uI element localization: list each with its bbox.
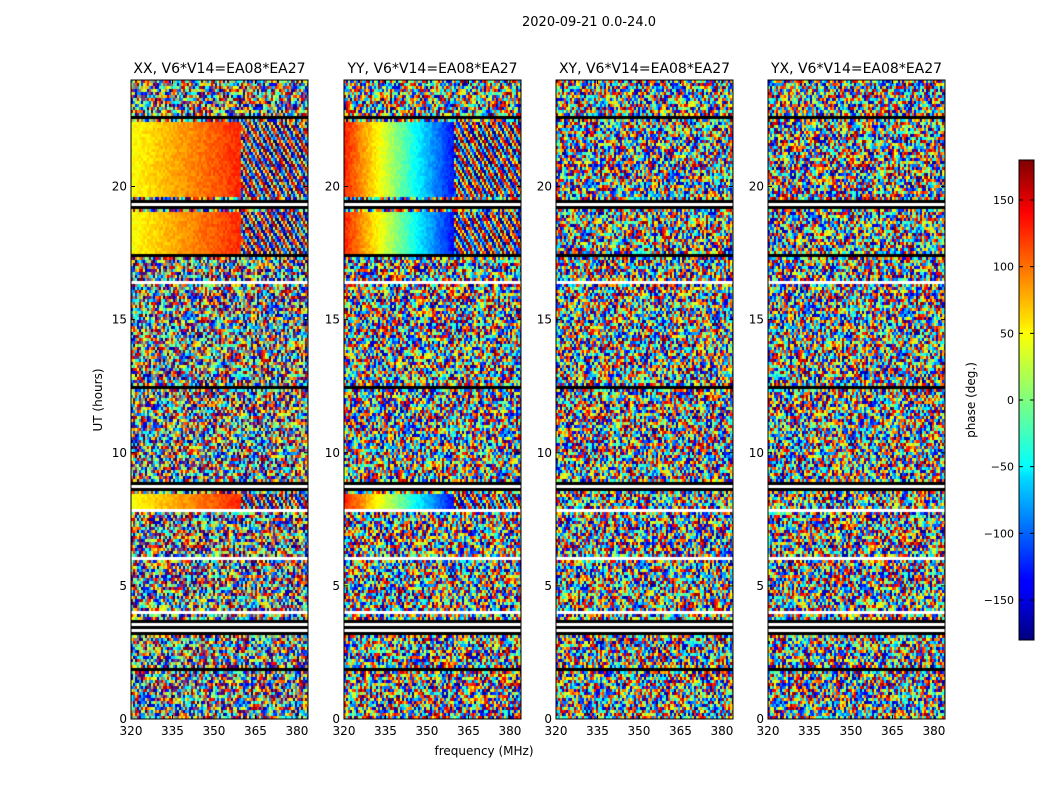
phase-heatmap	[344, 80, 521, 719]
y-tick-label: 10	[537, 446, 552, 460]
y-tick-label: 10	[112, 446, 127, 460]
y-tick-label: 10	[749, 446, 764, 460]
colorbar-tick-label: 0	[1007, 394, 1014, 407]
y-tick-label: 15	[537, 313, 552, 327]
colorbar-tick-label: −100	[984, 527, 1014, 540]
panel-title: YY, V6*V14=EA08*EA27	[346, 61, 517, 77]
x-tick-label: 380	[498, 724, 521, 738]
figure-suptitle: 2020-09-21 0.0-24.0	[522, 15, 656, 30]
y-tick-label: 20	[749, 180, 764, 194]
y-tick-label: 0	[119, 712, 127, 726]
x-tick-label: 335	[798, 724, 821, 738]
x-tick-label: 350	[628, 724, 651, 738]
colorbar-tick-label: 100	[993, 261, 1014, 274]
panel-3: XY, V6*V14=EA08*EA27 320 335 350 365 380 0 5 10 1…	[537, 61, 734, 738]
y-tick-label: 20	[112, 180, 127, 194]
panel-title: YX, V6*V14=EA08*EA27	[770, 61, 942, 77]
y-tick-label: 5	[332, 579, 340, 593]
panel-2: YY, V6*V14=EA08*EA27 320 335 350 365 380 0 5 10 1…	[325, 61, 522, 738]
y-tick-label: 15	[112, 313, 127, 327]
x-tick-label: 380	[285, 724, 308, 738]
panel-title: XY, V6*V14=EA08*EA27	[559, 61, 730, 77]
y-tick-label: 15	[749, 313, 764, 327]
panel-title: XX, V6*V14=EA08*EA27	[133, 61, 305, 77]
colorbar-tick-label: 50	[1000, 327, 1014, 340]
x-tick-label: 350	[416, 724, 439, 738]
panel-1: XX, V6*V14=EA08*EA27 320 335 350 365 380 0 5 10 1…	[112, 61, 309, 738]
x-tick-label: 365	[457, 724, 480, 738]
x-tick-label: 335	[161, 724, 184, 738]
x-tick-label: 320	[757, 724, 780, 738]
x-tick-label: 320	[120, 724, 143, 738]
y-tick-label: 0	[332, 712, 340, 726]
x-tick-label: 380	[922, 724, 945, 738]
x-tick-label: 320	[545, 724, 568, 738]
x-axis-label: frequency (MHz)	[434, 744, 533, 758]
colorbar-tick-label: −50	[991, 461, 1014, 474]
y-tick-label: 5	[119, 579, 127, 593]
y-tick-label: 5	[756, 579, 764, 593]
x-tick-label: 365	[669, 724, 692, 738]
x-tick-label: 320	[333, 724, 356, 738]
y-axis-label: UT (hours)	[91, 368, 105, 431]
y-tick-label: 0	[756, 712, 764, 726]
colorbar-tick-label: −150	[984, 594, 1014, 607]
panel-frame	[767, 79, 946, 720]
y-tick-label: 10	[325, 446, 340, 460]
panel-4: YX, V6*V14=EA08*EA27 320 335 350 365 380 0 5 10 1…	[749, 61, 946, 738]
x-tick-label: 365	[881, 724, 904, 738]
x-tick-label: 365	[244, 724, 267, 738]
y-tick-label: 20	[325, 180, 340, 194]
phase-heatmap	[768, 80, 945, 719]
colorbar-tick-label: 150	[993, 194, 1014, 207]
y-tick-label: 15	[325, 313, 340, 327]
y-tick-label: 0	[544, 712, 552, 726]
phase-heatmap	[556, 80, 733, 719]
x-tick-label: 380	[710, 724, 733, 738]
panel-frame	[343, 79, 522, 720]
x-tick-label: 350	[840, 724, 863, 738]
panel-frame	[555, 79, 734, 720]
x-tick-label: 350	[203, 724, 226, 738]
colorbar-label: phase (deg.)	[964, 362, 978, 438]
x-tick-label: 335	[586, 724, 609, 738]
y-tick-label: 5	[544, 579, 552, 593]
phase-heatmap	[131, 80, 308, 719]
panel-frame	[130, 79, 309, 720]
y-tick-label: 20	[537, 180, 552, 194]
colorbar: 150 100 50 0 −50 −100 −150 phase (deg.)	[964, 159, 1035, 641]
x-tick-label: 335	[374, 724, 397, 738]
